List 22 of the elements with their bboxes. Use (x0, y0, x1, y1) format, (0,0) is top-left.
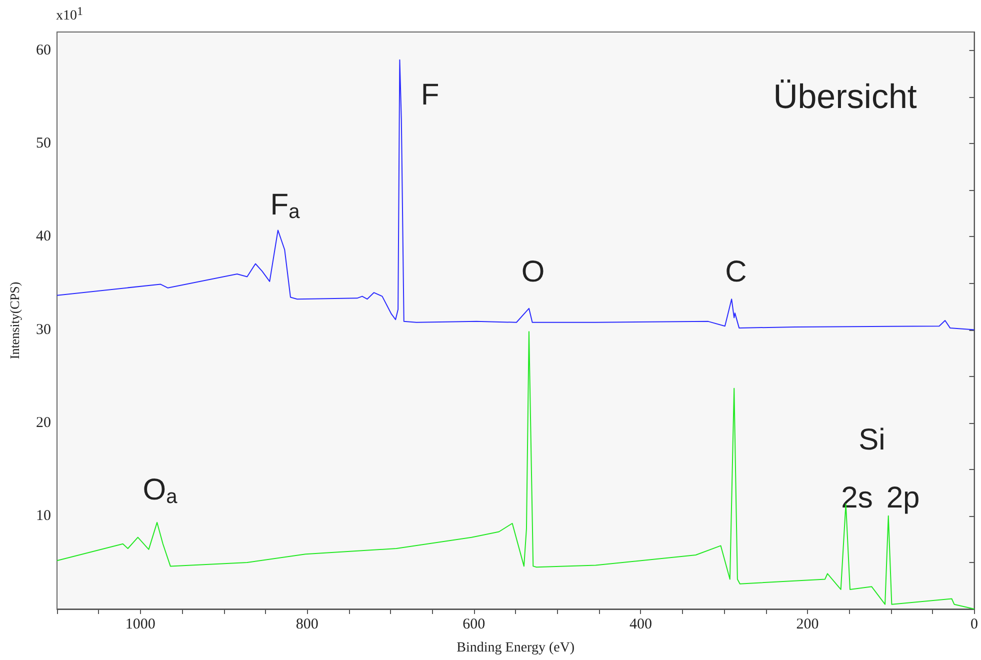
x-tick-label: 0 (970, 616, 978, 632)
annotation: F (420, 78, 440, 112)
x-tick-label: 600 (462, 616, 486, 632)
x-axis-title: Binding Energy (eV) (456, 640, 575, 656)
y-tick-label: 50 (36, 136, 51, 152)
y-axis-title: Intensity(CPS) (7, 282, 22, 360)
y-tick-label: 40 (36, 228, 51, 245)
annotation: Übersicht (773, 78, 918, 116)
x-tick-label: 400 (629, 616, 652, 632)
annotation: C (725, 256, 747, 288)
y-tick-label: 60 (36, 42, 51, 59)
annotation: O (521, 256, 545, 288)
y-tick-label: 30 (36, 322, 51, 338)
x-tick-label: 800 (296, 616, 318, 632)
x-tick-label: 1000 (125, 616, 156, 632)
annotation: 2s (841, 482, 873, 514)
annotation: 2p (886, 482, 920, 514)
line-series (56, 59, 975, 330)
y-tick-label: 10 (36, 508, 51, 524)
annotation: Si (858, 424, 886, 456)
y-tick-label: 20 (36, 414, 51, 431)
x-tick-label: 200 (796, 616, 819, 632)
